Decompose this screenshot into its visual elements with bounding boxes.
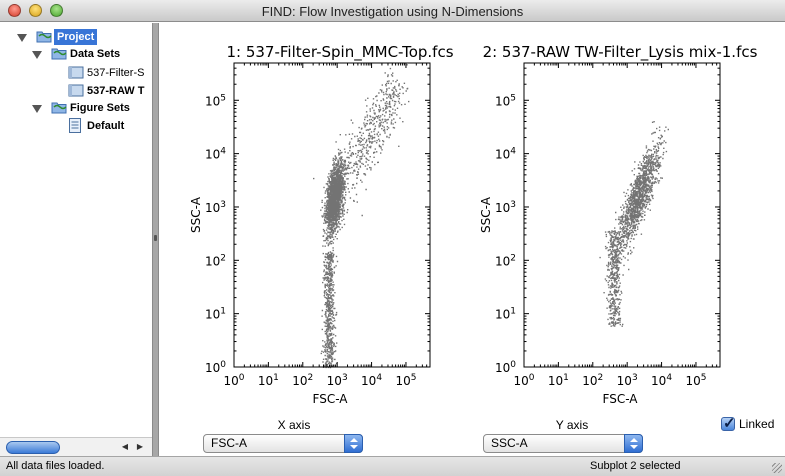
tree-node-project[interactable]: Project (0, 29, 150, 45)
y-tick-label: 103 (205, 200, 226, 215)
x-tick-label: 100 (513, 373, 534, 388)
disclosure-triangle-icon[interactable] (32, 105, 42, 113)
resize-grip-icon[interactable] (772, 463, 782, 473)
close-window-button[interactable] (8, 4, 21, 17)
linked-label[interactable]: Linked (739, 417, 775, 431)
subplot-2[interactable]: 2: 537-RAW TW-Filter_Lysis mix-1.fcs 100… (479, 43, 758, 406)
document-icon (69, 118, 81, 133)
y-axis-select[interactable]: SSC-A (483, 434, 643, 453)
title-bar: FIND: Flow Investigation using N-Dimensi… (0, 0, 785, 22)
select-arrows-icon[interactable] (624, 434, 643, 453)
disclosure-triangle-icon[interactable] (32, 51, 42, 59)
y-axis-title: SSC-A (189, 196, 203, 233)
tree-label-figure[interactable]: Default (87, 120, 125, 132)
scatter-points (313, 64, 410, 369)
y-axis-label: Y axis (555, 418, 589, 432)
x-axis-select[interactable]: FSC-A (203, 434, 363, 453)
y-tick-label: 102 (495, 253, 516, 268)
x-tick-label: 105 (395, 373, 416, 388)
tree-node-file[interactable]: 537-Filter-S (0, 65, 152, 81)
plot-figure[interactable]: 1: 537-Filter-Spin_MMC-Top.fcs 100100101… (160, 23, 785, 413)
y-tick-label: 101 (205, 307, 226, 322)
tree-label-file[interactable]: 537-RAW T (87, 85, 145, 97)
checkmark-icon: ✓ (723, 415, 736, 432)
y-tick-label: 101 (495, 307, 516, 322)
y-tick-label: 104 (495, 147, 516, 162)
x-tick-label: 104 (651, 373, 672, 388)
scroll-left-icon[interactable]: ◀ (121, 442, 129, 451)
data-file-icon (68, 66, 84, 79)
tree-node-figure-sets[interactable]: Figure Sets (0, 100, 150, 116)
y-tick-label: 100 (205, 360, 226, 375)
y-tick-label: 103 (495, 200, 516, 215)
x-tick-label: 104 (361, 373, 382, 388)
point-cloud (313, 64, 410, 369)
select-arrows-icon[interactable] (344, 434, 363, 453)
tree-node-data-sets[interactable]: Data Sets (0, 46, 150, 62)
x-tick-label: 105 (685, 373, 706, 388)
x-tick-label: 101 (548, 373, 569, 388)
subplot-title: 2: 537-RAW TW-Filter_Lysis mix-1.fcs (483, 43, 758, 62)
splitter-grip-icon[interactable] (154, 235, 157, 241)
tree-label-project[interactable]: Project (54, 29, 98, 45)
status-selection: Subplot 2 selected (590, 460, 681, 472)
window-title: FIND: Flow Investigation using N-Dimensi… (261, 4, 524, 19)
folder-icon (36, 31, 52, 43)
y-tick-label: 105 (205, 93, 226, 108)
tree-horizontal-scrollbar[interactable]: ◀ ▶ (0, 437, 152, 456)
tree-label-file[interactable]: 537-Filter-S (87, 67, 145, 79)
scatter-points (599, 121, 669, 327)
project-tree[interactable]: Project Data Sets 537-Filter-S 537-RAW T… (0, 23, 152, 437)
x-tick-label: 103 (327, 373, 348, 388)
point-cloud (599, 121, 669, 327)
zoom-window-button[interactable] (50, 4, 63, 17)
x-tick-label: 102 (292, 373, 313, 388)
y-tick-label: 100 (495, 360, 516, 375)
tree-label-figure-sets[interactable]: Figure Sets (70, 102, 130, 114)
tree-node-file[interactable]: 537-RAW T (0, 83, 152, 99)
x-axis-select-value: FSC-A (211, 436, 247, 450)
status-message: All data files loaded. (6, 460, 105, 472)
y-axis-select-value: SSC-A (491, 436, 528, 450)
status-bar: All data files loaded. Subplot 2 selecte… (0, 456, 785, 476)
disclosure-triangle-icon[interactable] (17, 34, 27, 42)
x-axis-title: FSC-A (313, 392, 349, 406)
folder-icon (51, 48, 67, 60)
x-tick-label: 103 (617, 373, 638, 388)
y-tick-label: 104 (205, 147, 226, 162)
x-tick-label: 100 (223, 373, 244, 388)
minimize-window-button[interactable] (29, 4, 42, 17)
tree-label-data-sets[interactable]: Data Sets (70, 48, 121, 60)
panel-splitter[interactable] (152, 23, 159, 456)
tree-node-figure[interactable]: Default (0, 118, 150, 134)
scrollbar-thumb[interactable] (6, 441, 60, 454)
y-axis-title: SSC-A (479, 196, 493, 233)
x-axis-label: X axis (277, 418, 311, 432)
y-tick-label: 105 (495, 93, 516, 108)
x-axis-title: FSC-A (603, 392, 639, 406)
subplot-title: 1: 537-Filter-Spin_MMC-Top.fcs (226, 43, 453, 62)
folder-icon (51, 102, 67, 114)
linked-checkbox[interactable]: ✓ (721, 415, 736, 432)
y-tick-label: 102 (205, 253, 226, 268)
x-tick-label: 101 (258, 373, 279, 388)
plot-frame (523, 62, 721, 368)
x-tick-label: 102 (582, 373, 603, 388)
scroll-right-icon[interactable]: ▶ (136, 442, 144, 451)
data-file-icon (68, 84, 84, 97)
